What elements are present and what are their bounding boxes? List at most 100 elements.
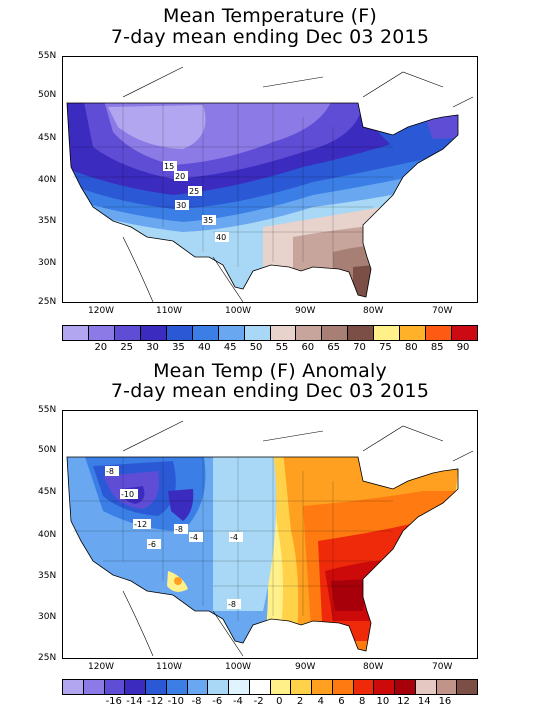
colorbar-swatch bbox=[140, 326, 167, 340]
colorbar-swatch bbox=[83, 680, 105, 694]
top-temperature-map: 15 20 25 30 35 40 bbox=[66, 66, 474, 302]
colorbar-label: 6 bbox=[338, 696, 345, 707]
colorbar-swatch bbox=[400, 326, 427, 340]
colorbar-label: 40 bbox=[197, 342, 211, 353]
bottom-contour-label: -10 bbox=[121, 490, 134, 499]
colorbar-label: -12 bbox=[146, 696, 164, 707]
colorbar-label: -14 bbox=[126, 696, 143, 707]
colorbar-label: -8 bbox=[191, 696, 202, 707]
bottom-anomaly-map: -8 -10 -12 -8 -6 -4 -4 -8 bbox=[66, 420, 474, 657]
top-title-line1: Mean Temperature (F) bbox=[163, 5, 377, 27]
top-contour-label: 30 bbox=[176, 201, 186, 210]
bottom-lon-label: 120W bbox=[88, 662, 115, 672]
top-contour-label: 15 bbox=[164, 162, 174, 171]
bottom-contour-label: -12 bbox=[134, 520, 147, 529]
colorbar-label: 65 bbox=[327, 342, 341, 353]
colorbar-label: 45 bbox=[223, 342, 237, 353]
top-map-frame: 15 20 25 30 35 40 bbox=[62, 56, 478, 303]
bottom-contour-label: -8 bbox=[175, 525, 183, 534]
top-lon-label: 100W bbox=[225, 306, 252, 316]
colorbar-swatch bbox=[322, 326, 349, 340]
colorbar-swatch bbox=[415, 680, 437, 694]
colorbar-swatch bbox=[88, 326, 115, 340]
colorbar-label: -10 bbox=[167, 696, 185, 707]
bottom-lat-label: 55N bbox=[38, 405, 57, 415]
colorbar-swatch bbox=[63, 326, 89, 340]
bottom-lon-label: 90W bbox=[295, 662, 316, 672]
colorbar-swatch bbox=[125, 680, 146, 694]
bottom-lon-label: 100W bbox=[225, 662, 252, 672]
colorbar-label: -16 bbox=[105, 696, 122, 707]
top-contour-label: 35 bbox=[203, 216, 213, 225]
colorbar-label: 75 bbox=[379, 342, 392, 353]
bottom-lon-label: 110W bbox=[156, 662, 183, 672]
colorbar-swatch bbox=[348, 326, 375, 340]
bottom-lon-label: 80W bbox=[363, 662, 384, 672]
bottom-title-line1: Mean Temp (F) Anomaly bbox=[153, 360, 387, 382]
top-contour-label: 25 bbox=[189, 187, 199, 196]
top-lat-label: 50N bbox=[38, 90, 57, 100]
bottom-contour-label: -4 bbox=[230, 533, 238, 542]
top-title-line2: 7-day mean ending Dec 03 2015 bbox=[110, 26, 430, 48]
top-lat-label: 45N bbox=[38, 133, 57, 143]
colorbar-label: 10 bbox=[376, 696, 390, 707]
colorbar-label: 35 bbox=[172, 342, 185, 353]
colorbar-label: 14 bbox=[417, 696, 431, 707]
bottom-contour-label: -4 bbox=[190, 533, 198, 542]
bottom-lat-label: 40N bbox=[38, 530, 57, 540]
colorbar-swatch bbox=[296, 326, 323, 340]
colorbar-swatch bbox=[146, 680, 167, 694]
colorbar-label: 60 bbox=[301, 342, 315, 353]
colorbar-label: 16 bbox=[438, 696, 452, 707]
colorbar-swatch bbox=[270, 680, 292, 694]
bottom-contour-label: -8 bbox=[228, 600, 236, 609]
top-lat-label: 30N bbox=[38, 258, 57, 268]
colorbar-label: 85 bbox=[430, 342, 444, 353]
colorbar-swatch bbox=[192, 326, 219, 340]
colorbar-swatch bbox=[218, 326, 245, 340]
bottom-title-line2: 7-day mean ending Dec 03 2015 bbox=[110, 380, 430, 402]
colorbar-swatch bbox=[353, 680, 375, 694]
colorbar-swatch bbox=[374, 680, 395, 694]
colorbar-swatch bbox=[312, 680, 333, 694]
colorbar-label: -6 bbox=[212, 696, 223, 707]
colorbar-label: -2 bbox=[253, 696, 264, 707]
colorbar-swatch bbox=[395, 680, 416, 694]
top-contour-label: 20 bbox=[175, 172, 185, 181]
colorbar-swatch bbox=[270, 326, 297, 340]
colorbar-label: 12 bbox=[397, 696, 410, 707]
colorbar-swatch bbox=[452, 326, 477, 340]
top-lon-label: 90W bbox=[295, 306, 316, 316]
top-lat-label: 35N bbox=[38, 216, 57, 226]
top-lon-label: 80W bbox=[363, 306, 384, 316]
colorbar-label: 55 bbox=[275, 342, 289, 353]
colorbar-label: 30 bbox=[146, 342, 159, 353]
bottom-lat-label: 25N bbox=[38, 653, 57, 663]
colorbar-swatch bbox=[104, 680, 126, 694]
bottom-contour-label: -8 bbox=[106, 467, 114, 476]
colorbar-label: 8 bbox=[358, 696, 366, 707]
colorbar-label: 80 bbox=[404, 342, 418, 353]
top-colorbar bbox=[62, 325, 478, 341]
colorbar-label: 70 bbox=[353, 342, 366, 353]
bottom-lat-label: 45N bbox=[38, 487, 57, 497]
top-contour-label: 40 bbox=[216, 233, 226, 242]
colorbar-swatch bbox=[426, 326, 453, 340]
colorbar-swatch bbox=[374, 326, 401, 340]
top-lat-label: 40N bbox=[38, 175, 57, 185]
colorbar-label: 25 bbox=[120, 342, 134, 353]
colorbar-label: 50 bbox=[249, 342, 263, 353]
top-lon-label: 110W bbox=[156, 306, 183, 316]
colorbar-swatch bbox=[166, 680, 188, 694]
colorbar-swatch bbox=[291, 680, 312, 694]
colorbar-swatch bbox=[249, 680, 271, 694]
bottom-lat-label: 30N bbox=[38, 612, 57, 622]
top-lat-label: 55N bbox=[38, 51, 57, 61]
top-lon-label: 120W bbox=[88, 306, 115, 316]
top-lon-label: 70W bbox=[432, 306, 453, 316]
bottom-map-frame: -8 -10 -12 -8 -6 -4 -4 -8 bbox=[62, 410, 478, 659]
colorbar-swatch bbox=[63, 680, 84, 694]
colorbar-swatch bbox=[229, 680, 250, 694]
colorbar-label: 20 bbox=[94, 342, 108, 353]
bottom-lat-label: 35N bbox=[38, 571, 57, 581]
